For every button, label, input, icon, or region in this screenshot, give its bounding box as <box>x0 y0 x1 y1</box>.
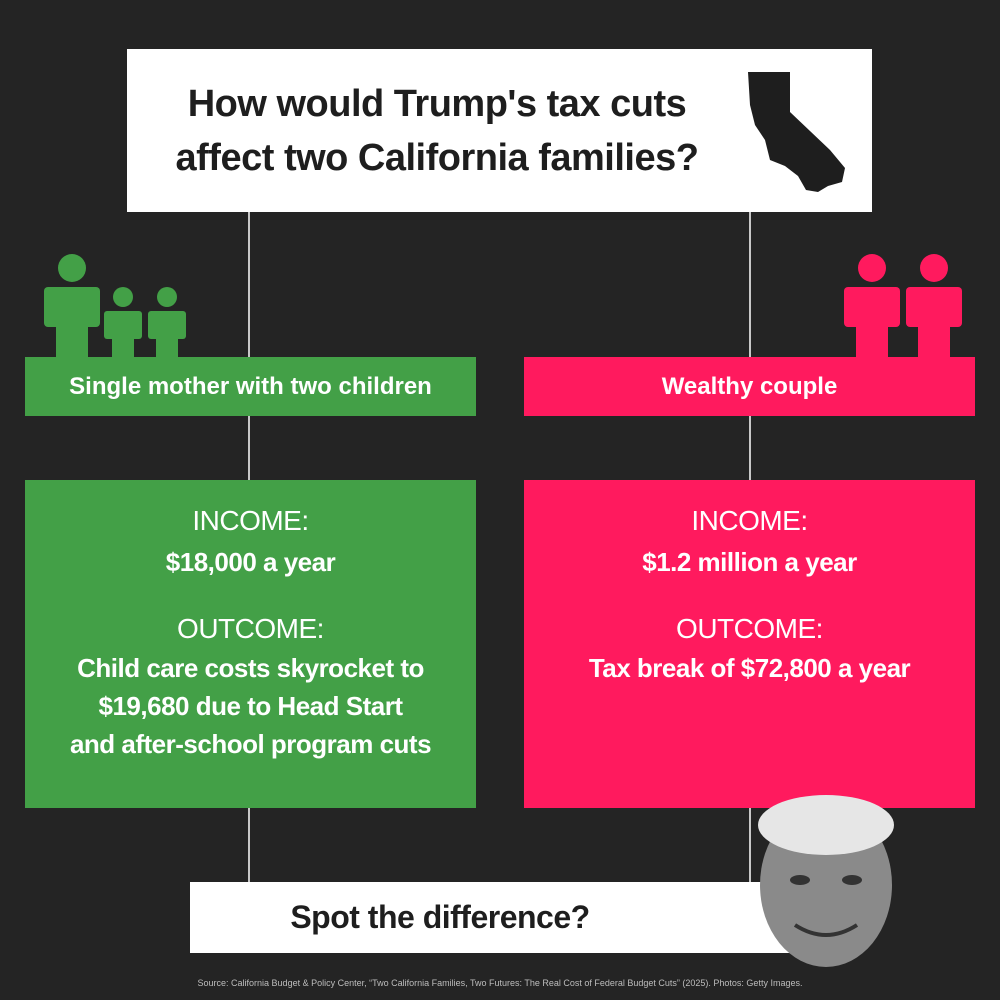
source: Source: California Budget & Policy Cente… <box>197 978 803 988</box>
outcome-line: and after-school program cuts <box>69 729 432 759</box>
family-label: Wealthy couple <box>661 372 838 400</box>
income-label: INCOME: <box>691 505 808 536</box>
income: $18,000 a year <box>165 547 336 577</box>
income: $1.2 million a year <box>642 547 857 577</box>
outcome-label: OUTCOME: <box>177 613 324 644</box>
footer-question: Spot the difference? <box>290 899 590 935</box>
label-band <box>524 357 975 416</box>
california-icon <box>748 72 845 192</box>
footer-box <box>190 882 790 953</box>
label-band <box>25 357 476 416</box>
info-box <box>25 480 476 808</box>
title-box <box>127 49 872 212</box>
income-label: INCOME: <box>192 505 309 536</box>
couple-icon <box>844 254 962 360</box>
outcome-label: OUTCOME: <box>676 613 823 644</box>
title-area: How would Trump's tax cuts affect two Ca… <box>127 49 747 212</box>
title-line: How would Trump's tax cuts <box>187 82 687 125</box>
title-line: affect two California families? <box>175 136 699 179</box>
outcome-line: $19,680 due to Head Start <box>98 691 403 721</box>
info-content: INCOME: $18,000 a year OUTCOME: Child ca… <box>25 505 476 763</box>
outcome-line: Tax break of $72,800 a year <box>588 653 911 683</box>
info-content: INCOME: $1.2 million a year OUTCOME: Tax… <box>524 505 975 687</box>
family-icon <box>44 254 186 360</box>
info-box <box>524 480 975 808</box>
family-label: Single mother with two children <box>69 372 432 400</box>
portrait <box>758 795 894 967</box>
outcome-line: Child care costs skyrocket to <box>77 653 424 683</box>
